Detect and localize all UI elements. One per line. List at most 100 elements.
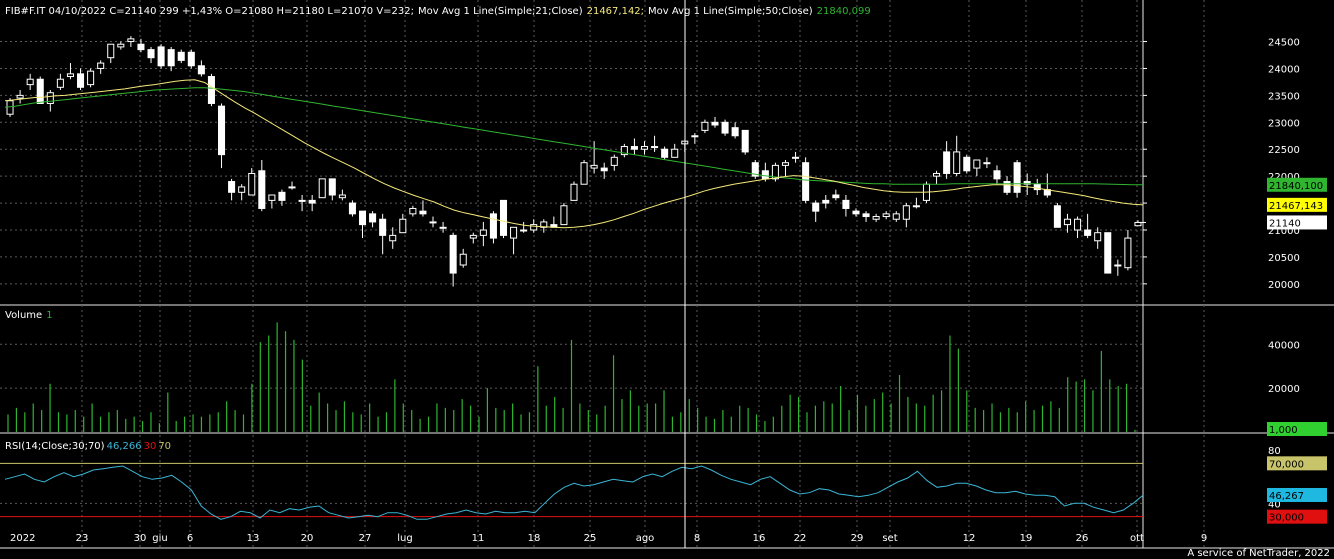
- date-tick-label: 19: [1020, 533, 1033, 544]
- candle-up: [117, 43, 125, 48]
- date-tick-label: 6: [187, 533, 193, 544]
- price-tick-label: 20000: [1268, 280, 1300, 291]
- ma21-label: Mov Avg 1 Line(Simple;21;Close): [418, 6, 583, 17]
- candle-down: [842, 199, 850, 209]
- candle-up: [882, 213, 890, 218]
- candle-up: [1134, 221, 1142, 227]
- price-tick-label: 21000: [1268, 226, 1300, 237]
- candle-up: [469, 234, 477, 239]
- candle-up: [16, 94, 24, 99]
- date-tick-label: 20: [301, 533, 314, 544]
- candle-up: [298, 199, 306, 202]
- candle-up: [590, 164, 598, 169]
- candle-down: [1104, 232, 1112, 274]
- date-tick-label: 23: [76, 533, 89, 544]
- candle-down: [731, 127, 739, 137]
- volume-tick-label: 20000: [1268, 384, 1300, 395]
- date-tick-label: 16: [753, 533, 766, 544]
- date-tick-label: ott: [1130, 533, 1144, 544]
- candle-down: [761, 170, 769, 180]
- candle-up: [389, 234, 397, 242]
- candle-down: [77, 73, 85, 88]
- date-tick-label: 27: [359, 533, 372, 544]
- candle-down: [711, 121, 719, 126]
- candle-up: [973, 159, 981, 169]
- candle-up: [771, 164, 779, 180]
- candle-down: [187, 51, 195, 67]
- candle-up: [318, 178, 326, 199]
- candle-up: [620, 146, 628, 156]
- candle-down: [630, 146, 638, 150]
- candle-down: [1023, 181, 1031, 185]
- candle-up: [87, 70, 95, 86]
- candle-down: [499, 199, 508, 236]
- volume-label: Volume: [5, 310, 43, 321]
- candle-up: [691, 135, 699, 138]
- volume-value-tag: 1,000: [1269, 425, 1298, 436]
- candle-down: [167, 49, 175, 67]
- candle-down: [489, 213, 497, 239]
- ma50-price-tag-bg: [1267, 177, 1327, 192]
- price-tick-label: 20500: [1268, 253, 1300, 264]
- candle-down: [278, 191, 286, 201]
- candle-up: [409, 207, 417, 215]
- symbol-ohlc-text: FIB#F.IT 04/10/2022 C=21140 299 +1,43% O…: [5, 6, 415, 17]
- volume-value-tag-bg: [1267, 422, 1327, 436]
- candle-up: [268, 194, 276, 201]
- moving-average-lines: [4, 79, 1144, 229]
- rsi-label: RSI(14;Close;30;70): [5, 441, 105, 452]
- rsi-tick-label: 40: [1268, 499, 1281, 510]
- candle-down: [852, 210, 860, 215]
- date-tick-label: 12: [963, 533, 976, 544]
- axes: 2450024000235002300022500220002150021000…: [10, 38, 1300, 544]
- candle-down: [721, 121, 729, 134]
- candle-up: [912, 205, 920, 208]
- price-tick-label: 24000: [1268, 64, 1300, 75]
- candle-up: [651, 146, 659, 149]
- ma50-price-tag: 21840,100: [1269, 181, 1323, 192]
- candle-up: [933, 172, 941, 177]
- candle-up: [97, 62, 105, 69]
- candle-down: [348, 202, 356, 215]
- last-price-tag-bg: [1267, 215, 1327, 230]
- date-tick-label: set: [882, 533, 897, 544]
- candle-down: [600, 167, 608, 172]
- candle-down: [1053, 205, 1061, 228]
- volume-bars: [7, 322, 1136, 432]
- candle-down: [741, 129, 749, 153]
- candle-up: [580, 162, 588, 185]
- candle-up: [46, 92, 54, 104]
- candle-up: [560, 205, 568, 226]
- price-tick-label: 23500: [1268, 91, 1300, 102]
- candle-up: [872, 216, 880, 220]
- price-tick-label: 22000: [1268, 172, 1300, 183]
- candle-up: [107, 43, 115, 59]
- ma21-price-tag-bg: [1267, 197, 1327, 212]
- candle-down: [802, 162, 810, 201]
- rsi-upper-level: 70: [158, 441, 172, 452]
- date-tick-label: 30: [134, 533, 147, 544]
- date-tick-label: 29: [851, 533, 864, 544]
- candle-down: [1084, 229, 1092, 236]
- rsi-tick-label: 80: [1268, 446, 1281, 457]
- candle-up: [1074, 218, 1082, 231]
- volume-header: Volume 1: [5, 310, 57, 321]
- date-tick-label: 13: [247, 533, 260, 544]
- candle-down: [328, 178, 336, 196]
- candle-down: [36, 78, 44, 104]
- candle-up: [953, 151, 961, 174]
- candle-down: [751, 162, 759, 177]
- candle-down: [1013, 162, 1021, 193]
- candle-down: [832, 194, 840, 199]
- price-header: FIB#F.IT 04/10/2022 C=21140 299 +1,43% O…: [5, 6, 875, 17]
- rsi-lower-tag-bg: [1267, 509, 1327, 524]
- rsi-line: [4, 465, 1144, 520]
- candle-down: [943, 151, 951, 174]
- candle-up: [238, 186, 246, 193]
- ma50-label: Mov Avg 1 Line(Simple;50;Close): [648, 6, 813, 17]
- candle-down: [1003, 181, 1011, 193]
- date-tick-label: 9: [1201, 533, 1207, 544]
- candle-up: [66, 73, 74, 78]
- candle-down: [157, 46, 165, 67]
